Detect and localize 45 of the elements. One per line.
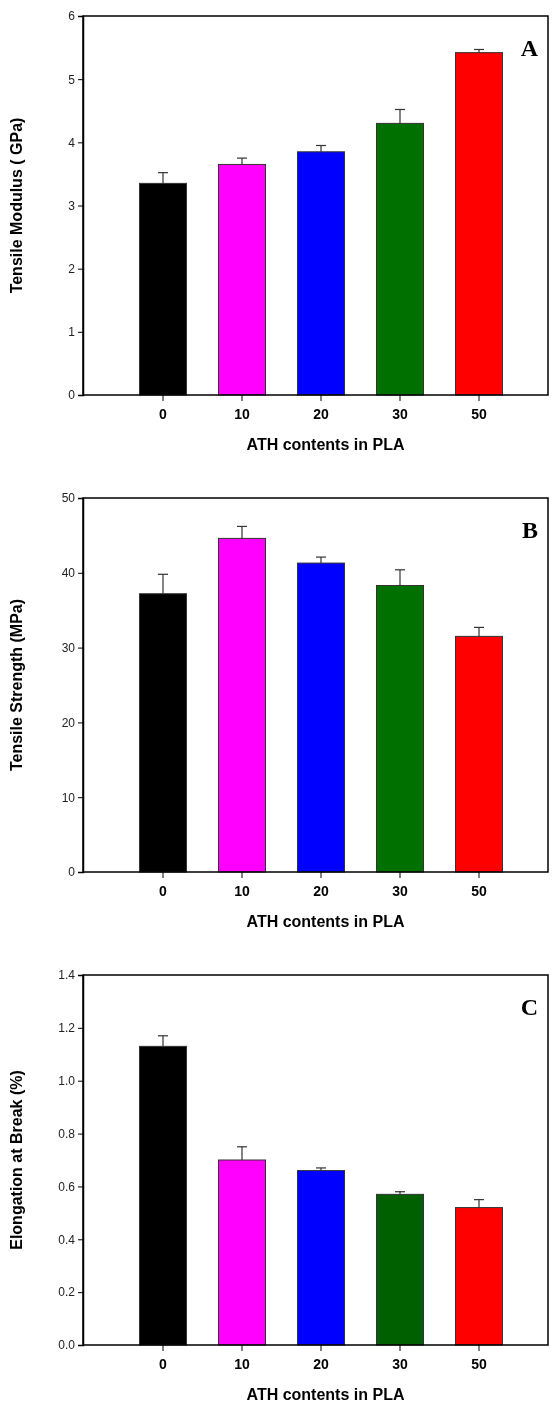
x-tick-label: 50	[471, 883, 487, 899]
x-tick-label: 0	[159, 406, 168, 422]
y-tick-label: 50	[61, 491, 76, 506]
y-tick-label: 0.6	[58, 1179, 76, 1194]
y-axis-title: Tensile Modulus ( GPa)	[8, 117, 25, 294]
y-tick-label: 0.4	[58, 1232, 76, 1247]
y-tick-label: 3	[68, 198, 76, 213]
y-tick-label: 2	[68, 262, 76, 277]
y-tick-label: 5	[68, 72, 76, 87]
x-tick-label: 20	[313, 406, 329, 422]
y-tick-label: 30	[61, 640, 76, 655]
x-tick-label: 50	[471, 1356, 487, 1372]
y-tick-label: 1	[68, 325, 76, 340]
x-tick-label: 30	[392, 883, 408, 899]
y-tick-label: 10	[61, 790, 76, 805]
y-tick-label: 0.2	[58, 1285, 76, 1300]
annotation: C	[520, 994, 538, 1020]
x-axis-title: ATH contents in PLA	[246, 1386, 405, 1403]
x-tick-label: 10	[234, 406, 250, 422]
y-tick-label: 1.0	[58, 1074, 76, 1089]
x-axis-title: ATH contents in PLA	[246, 436, 405, 453]
y-axis-title: Elongation at Break (%)	[8, 1070, 25, 1250]
y-tick-label: 0.0	[58, 1338, 76, 1353]
x-tick-label: 30	[392, 1356, 408, 1372]
y-tick-label: 1.4	[58, 968, 76, 983]
y-tick-label: 0.8	[58, 1126, 76, 1141]
y-tick-label: 1.2	[58, 1021, 76, 1036]
x-tick-label: 0	[159, 1356, 168, 1372]
x-tick-label: 0	[159, 883, 168, 899]
y-axis-title: Tensile Strength (MPa)	[8, 598, 25, 772]
x-tick-label: 30	[392, 406, 408, 422]
x-tick-label: 50	[471, 406, 487, 422]
y-tick-label: 40	[61, 566, 76, 581]
annotation: B	[521, 517, 538, 543]
y-tick-label: 20	[61, 715, 76, 730]
x-tick-label: 10	[234, 1356, 250, 1372]
annotation: A	[520, 35, 539, 61]
y-tick-label: 6	[68, 9, 76, 24]
x-tick-label: 20	[313, 1356, 329, 1372]
y-tick-label: 0	[68, 865, 76, 880]
x-tick-label: 20	[313, 883, 329, 899]
x-tick-label: 10	[234, 883, 250, 899]
y-tick-label: 4	[68, 135, 76, 150]
y-tick-label: 0	[68, 388, 76, 403]
x-axis-title: ATH contents in PLA	[246, 913, 405, 930]
